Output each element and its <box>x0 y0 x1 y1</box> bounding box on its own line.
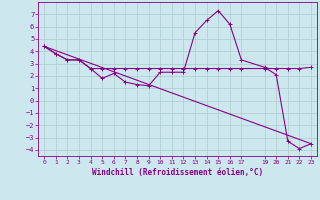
X-axis label: Windchill (Refroidissement éolien,°C): Windchill (Refroidissement éolien,°C) <box>92 168 263 177</box>
